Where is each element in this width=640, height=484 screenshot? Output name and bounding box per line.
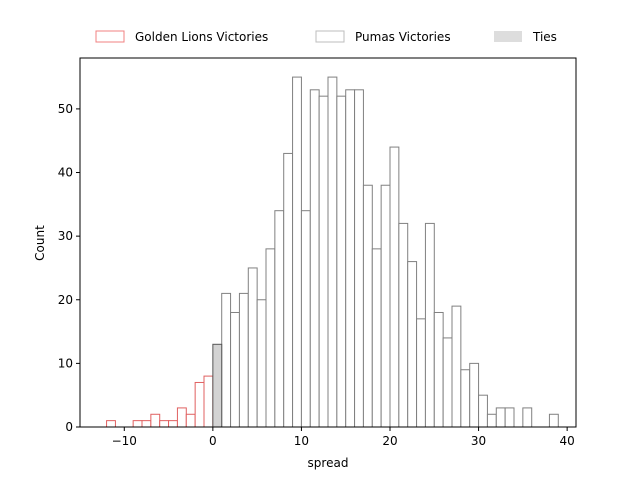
bar [265,248,276,428]
bar [274,210,285,428]
y-axis-label: Count [33,225,47,261]
bar [486,413,497,428]
bar [238,292,249,428]
x-tick-label: 0 [209,434,217,448]
y-tick-label: 10 [58,356,73,370]
bar [433,311,444,428]
x-tick-label: 10 [294,434,309,448]
bar [185,413,196,428]
bar [176,407,187,428]
bar [469,362,480,428]
bar [522,407,533,428]
bar [495,407,506,428]
y-tick-label: 0 [65,420,73,434]
bar [362,184,373,428]
bar [203,375,214,428]
bar [168,420,178,428]
y-tick-label: 20 [58,293,73,307]
legend-swatch [315,30,345,43]
bar [132,420,143,428]
bar [159,420,170,428]
bar [247,267,258,428]
x-axis-label: spread [308,456,349,470]
bar [256,299,267,428]
y-tick-label: 40 [58,166,73,180]
bar [407,261,418,428]
x-tick-label: −10 [112,434,137,448]
bar [451,305,462,428]
bars-layer [106,76,559,428]
bar [345,89,356,428]
bar [371,248,382,428]
bar [478,394,488,428]
bar [230,311,240,428]
bar [283,152,294,428]
y-axis-ticks: 0 10 20 30 40 50 [58,102,80,434]
bar [442,337,453,428]
legend-label: Golden Lions Victories [135,30,268,44]
bar [460,369,471,428]
legend-swatch [95,30,125,43]
y-tick-label: 50 [58,102,73,116]
legend: Golden Lions Victories Pumas Victories Tie… [95,30,557,44]
x-tick-label: 40 [560,434,575,448]
plot-frame [79,57,577,428]
legend-label: Pumas Victories [355,30,451,44]
bar [300,210,311,428]
x-tick-label: 20 [382,434,397,448]
bar [424,222,435,428]
legend-swatch [494,31,522,42]
bar [141,420,152,428]
bar [221,292,232,428]
bar [398,222,409,428]
bar [389,146,400,428]
bar [292,76,302,428]
bar [416,318,426,428]
bar [380,184,391,428]
x-axis-ticks: −10 0 10 20 30 40 [112,427,575,448]
bar [548,413,559,428]
x-tick-label: 30 [471,434,486,448]
bar [106,420,116,428]
bar [327,76,338,428]
bar [194,381,205,428]
bar [309,89,320,428]
y-tick-label: 30 [58,229,73,243]
bar [212,343,223,428]
bar [150,413,161,428]
bar [318,95,329,428]
bar [504,407,515,428]
bar [336,95,347,428]
bar [354,89,364,428]
legend-label: Ties [532,30,557,44]
